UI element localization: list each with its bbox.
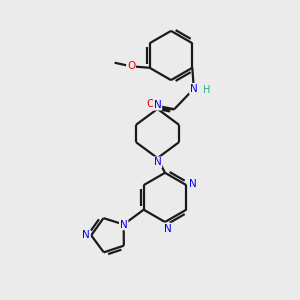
Text: O: O	[127, 61, 135, 71]
Text: N: N	[164, 224, 171, 234]
Text: N: N	[190, 84, 198, 94]
Text: H: H	[203, 85, 210, 95]
Text: N: N	[82, 230, 90, 240]
Text: N: N	[189, 178, 197, 189]
Text: N: N	[120, 220, 128, 230]
Text: N: N	[154, 100, 161, 110]
Text: O: O	[147, 99, 155, 110]
Text: N: N	[154, 157, 161, 167]
